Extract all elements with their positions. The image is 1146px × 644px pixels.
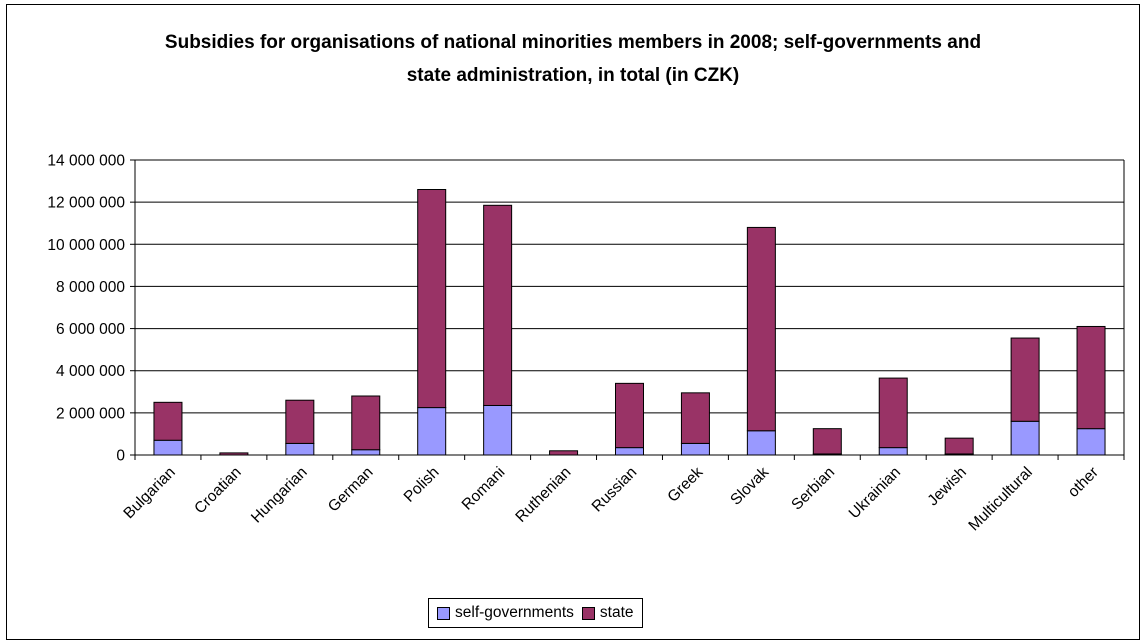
- legend-item-self-governments: self-governments: [437, 604, 574, 622]
- bar-self-governments: [483, 404, 513, 456]
- bar-state: [680, 392, 710, 444]
- bar-state: [285, 399, 315, 444]
- y-tick-label: 6 000 000: [56, 321, 125, 338]
- bar-self-governments: [615, 447, 644, 456]
- x-tick-label: Slovak: [727, 464, 772, 509]
- x-tick-label: Hungarian: [248, 464, 311, 527]
- legend-swatch-state: [581, 606, 595, 620]
- x-tick-label: Jewish: [924, 464, 970, 510]
- chart-title: Subsidies for organisations of national …: [0, 26, 1146, 92]
- bar-self-governments: [153, 439, 183, 456]
- x-tick-label: Romani: [459, 464, 509, 514]
- x-tick-label: Ukrainian: [846, 464, 904, 522]
- bar-self-governments: [746, 430, 776, 456]
- bar-state: [944, 437, 974, 455]
- y-tick-label: 0: [116, 448, 125, 465]
- y-tick-label: 8 000 000: [56, 279, 125, 296]
- chart-frame: [6, 4, 1140, 640]
- legend: self-governments state: [428, 598, 643, 628]
- x-tick-label: Polish: [401, 464, 443, 506]
- chart-title-line-2: state administration, in total (in CZK): [406, 65, 740, 86]
- bar-state: [153, 401, 183, 441]
- bar-state: [351, 395, 381, 451]
- bar-self-governments: [417, 407, 447, 456]
- y-tick-label: 14 000 000: [47, 153, 125, 170]
- bar-self-governments: [351, 449, 381, 456]
- chart-title-line-1: Subsidies for organisations of national …: [164, 32, 982, 53]
- x-tick-label: German: [325, 464, 377, 516]
- legend-label-state: state: [599, 604, 634, 621]
- bar-self-governments: [1010, 420, 1040, 456]
- x-tick-label: Serbian: [788, 464, 838, 514]
- bar-state: [1010, 337, 1040, 422]
- bar-state: [878, 377, 908, 449]
- bar-state: [812, 428, 842, 455]
- bar-self-governments: [1076, 428, 1106, 456]
- x-tick-label: Multicultural: [965, 464, 1036, 535]
- bar-state: [483, 204, 513, 406]
- x-tick-label: Greek: [664, 464, 706, 506]
- x-tick-label: Bulgarian: [120, 464, 178, 522]
- bar-state: [746, 226, 776, 432]
- bar-self-governments: [680, 442, 710, 456]
- bar-self-governments: [285, 442, 315, 456]
- y-tick-label: 4 000 000: [56, 363, 125, 380]
- legend-item-state: state: [581, 604, 634, 622]
- bar-state: [417, 189, 447, 409]
- bar-state: [615, 382, 644, 449]
- x-tick-label: Croatian: [191, 464, 244, 517]
- bar-state: [1076, 325, 1106, 430]
- legend-swatch-self-governments: [437, 606, 450, 620]
- x-tick-label: other: [1065, 464, 1102, 501]
- y-tick-label: 12 000 000: [47, 195, 125, 212]
- bar-state: [549, 450, 579, 456]
- y-tick-label: 10 000 000: [47, 237, 125, 254]
- x-tick-label: Russian: [589, 464, 641, 516]
- legend-label-self-governments: self-governments: [455, 604, 574, 621]
- bar-self-governments: [878, 447, 908, 456]
- x-tick-label: Ruthenian: [512, 464, 574, 526]
- y-tick-label: 2 000 000: [56, 405, 125, 422]
